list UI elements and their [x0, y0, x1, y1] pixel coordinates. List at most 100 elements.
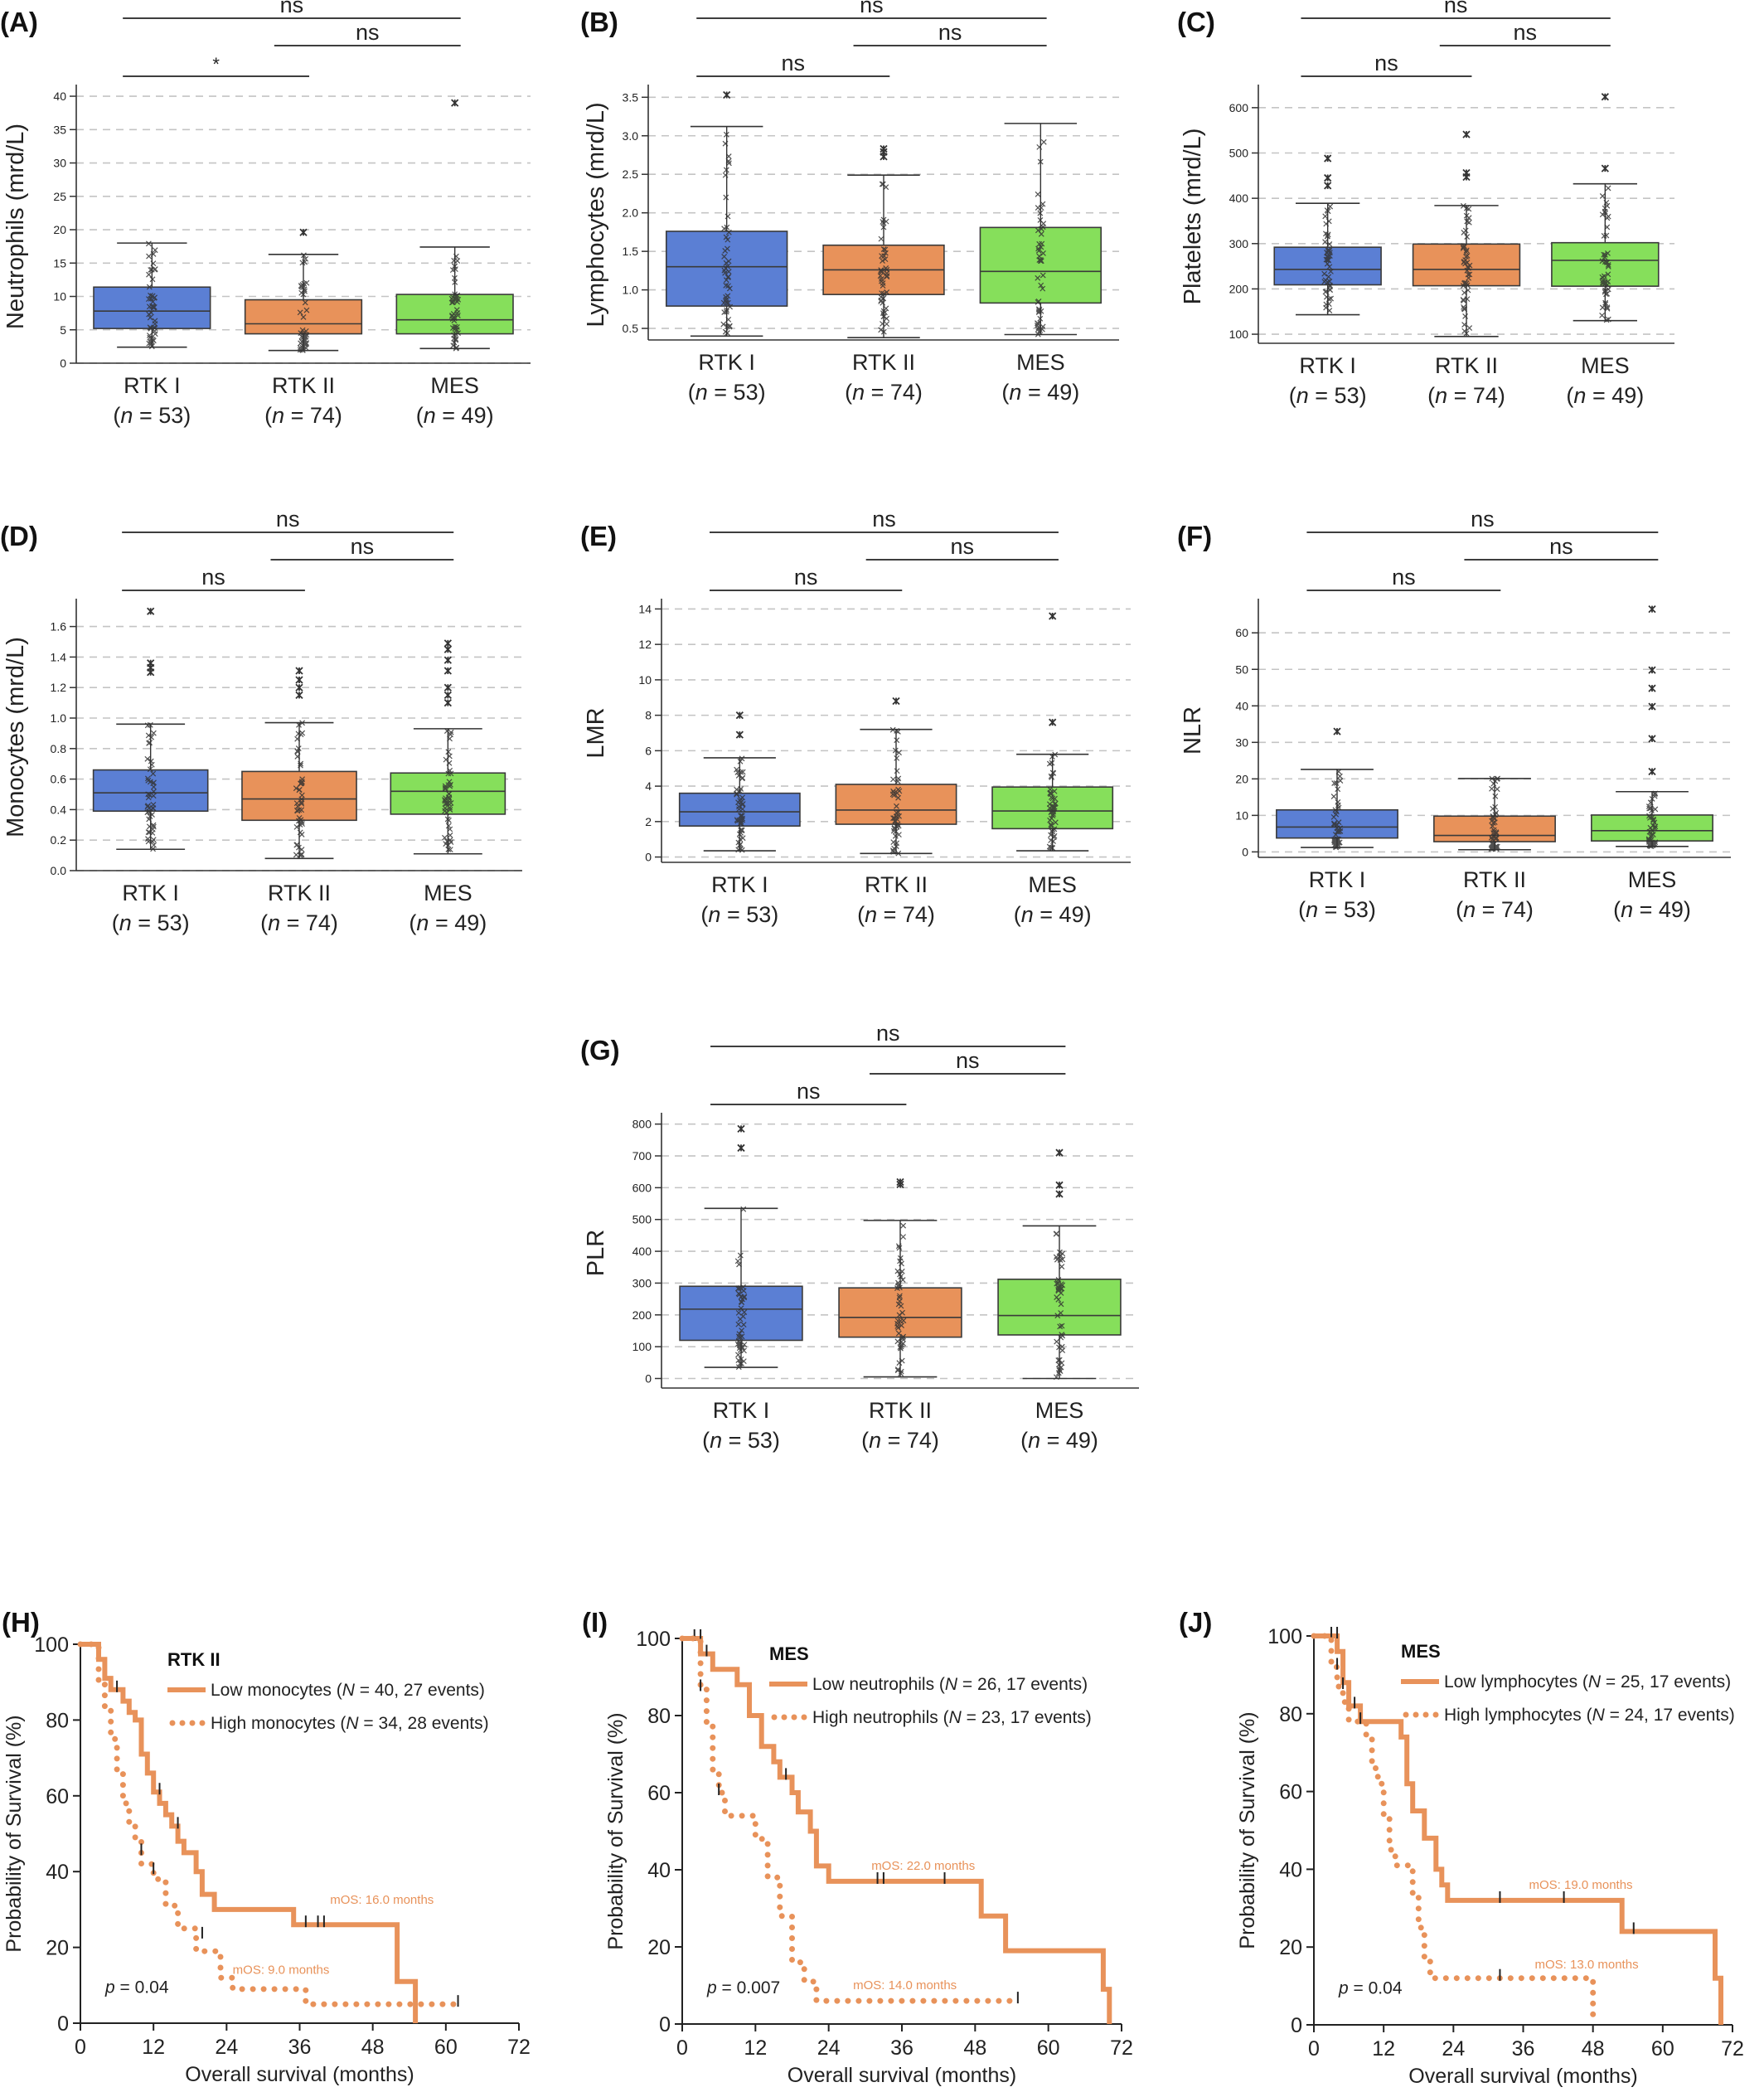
point [879, 253, 885, 260]
point [1039, 240, 1045, 247]
y-tick-label: 0.0 [51, 864, 67, 877]
point [146, 296, 152, 303]
point [1325, 218, 1332, 225]
legend-n-prefix: ( [1582, 1706, 1592, 1725]
outlier [1324, 182, 1332, 190]
y-tick-label: 600 [1229, 101, 1249, 114]
point [735, 1352, 741, 1358]
point [301, 252, 307, 259]
outlier [1333, 727, 1341, 735]
outlier [147, 607, 155, 615]
x-tick-label: 72 [1721, 2037, 1744, 2060]
point [1646, 813, 1652, 819]
point [146, 271, 152, 278]
point [1602, 299, 1609, 306]
outlier [735, 731, 744, 739]
x-tick-label: 24 [817, 2036, 841, 2060]
point [1492, 803, 1499, 810]
legend-n-var: N [949, 1708, 962, 1727]
point [447, 832, 453, 838]
x-n-label: (n = 49) [1014, 902, 1092, 927]
panel-label: (G) [580, 1035, 620, 1065]
point [1492, 793, 1499, 799]
outlier [737, 1124, 745, 1133]
point [879, 290, 885, 297]
point [1038, 226, 1044, 232]
y-axis-label: Lymphocytes (mrd/L) [583, 102, 609, 327]
y-tick-label: 25 [53, 190, 66, 203]
point [1324, 260, 1330, 267]
data-points [734, 1206, 748, 1371]
x-category-label: RTK I [698, 350, 755, 375]
point [1647, 842, 1653, 849]
x-n-label: (n = 53) [688, 380, 766, 405]
point [1463, 254, 1470, 260]
n-paren: ( [416, 403, 424, 428]
point [449, 267, 456, 274]
legend-name: Low neutrophils [812, 1675, 934, 1694]
n-paren: ( [861, 1428, 869, 1453]
comparison-label: ns [860, 0, 884, 17]
n-value: = 53) [132, 910, 190, 935]
point [895, 794, 901, 801]
point [1651, 791, 1658, 798]
point [723, 294, 729, 300]
legend-entry: High neutrophils (N = 23, 17 events) [812, 1708, 1092, 1727]
point [1646, 828, 1653, 835]
data-points [734, 755, 746, 853]
point [1649, 814, 1655, 820]
n-value: = 74) [877, 902, 935, 927]
point [878, 268, 884, 274]
point [1036, 253, 1043, 260]
point [293, 823, 300, 830]
panel-d: (D) 0.0 0.2 0.4 0.6 0.8 1.0 1.2 1.4 1.6 Monocytes … [0, 507, 580, 945]
legend-n-prefix: ( [938, 1708, 949, 1727]
point [899, 1268, 905, 1274]
legend-name: High neutrophils [812, 1708, 938, 1727]
point [723, 131, 729, 138]
legend-n-rest: = 34, 28 events) [359, 1714, 489, 1733]
x-tick-label: 12 [744, 2036, 767, 2060]
panel-label: (D) [0, 521, 38, 551]
point [302, 299, 308, 306]
p-var: p [104, 1978, 115, 1997]
point [736, 1331, 743, 1337]
point [150, 251, 157, 257]
point [1049, 804, 1056, 811]
y-tick-label: 4 [645, 779, 652, 793]
point [725, 158, 732, 164]
point [147, 766, 153, 773]
point [726, 323, 733, 330]
point [1040, 323, 1046, 330]
point [1322, 239, 1328, 245]
x-category-label: RTK II [865, 872, 928, 897]
point [1049, 813, 1056, 819]
comparison-label: ns [781, 51, 805, 75]
y-tick-label: 800 [632, 1118, 652, 1131]
n-var: n [865, 902, 877, 927]
point [298, 780, 304, 787]
legend-n-rest: = 26, 17 events) [957, 1675, 1088, 1694]
n-value: = 49) [1040, 1428, 1098, 1453]
y-tick-label: 0.6 [51, 773, 67, 786]
point [298, 731, 304, 738]
point [1494, 843, 1500, 850]
y-tick-label: 200 [1229, 282, 1249, 295]
comparison-label: ns [276, 507, 300, 531]
point [1048, 773, 1054, 779]
point [882, 246, 889, 253]
n-value: = 53) [720, 902, 778, 927]
point [738, 827, 744, 833]
point [1464, 218, 1471, 225]
n-paren: ( [260, 910, 268, 935]
y-tick-label: 0 [645, 1371, 652, 1385]
n-var: n [1463, 897, 1476, 922]
x-tick-label: 60 [1037, 2036, 1060, 2060]
point [442, 784, 448, 791]
point [146, 284, 153, 290]
point [739, 1344, 745, 1350]
point [1493, 843, 1499, 850]
n-value: = 74) [1447, 383, 1505, 408]
point [1648, 832, 1655, 838]
data-points [1488, 775, 1501, 852]
